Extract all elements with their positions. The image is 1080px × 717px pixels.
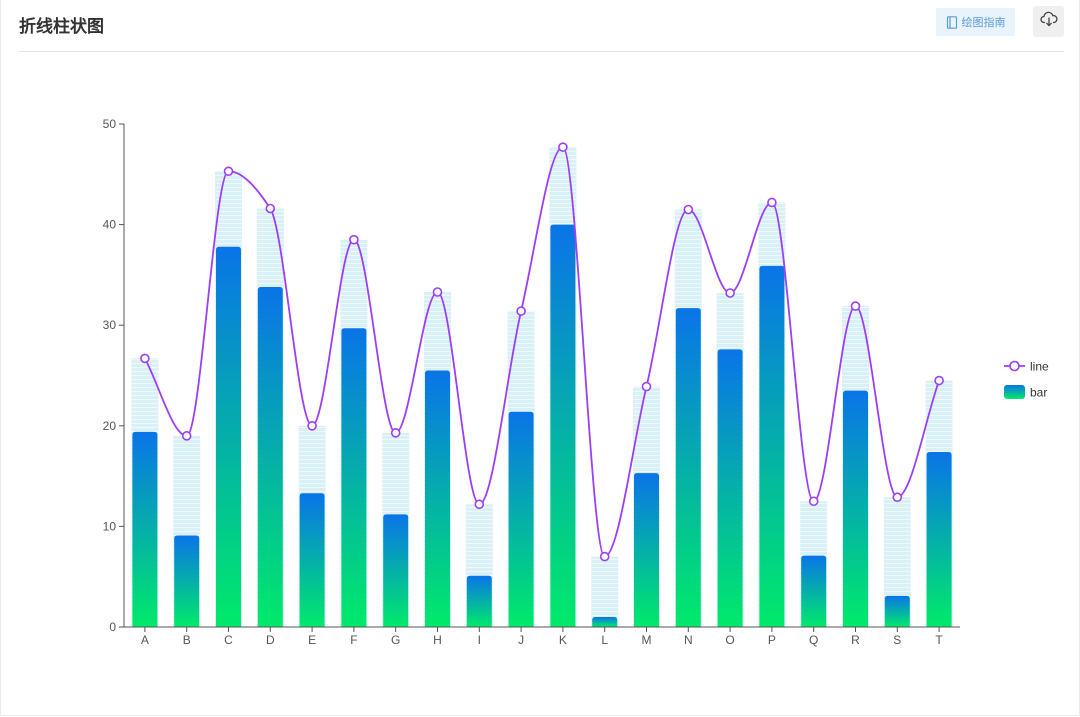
- y-tick-label: 0: [109, 620, 116, 634]
- bar[interactable]: [592, 616, 618, 627]
- bar[interactable]: [801, 555, 827, 627]
- line-point[interactable]: [641, 381, 652, 392]
- x-tick-label: B: [183, 633, 191, 647]
- page-title: 折线柱状图: [19, 17, 104, 36]
- drawing-guide-button[interactable]: 绘图指南: [936, 8, 1015, 36]
- bar[interactable]: [466, 575, 492, 627]
- bar[interactable]: [132, 431, 158, 627]
- bar[interactable]: [508, 411, 534, 627]
- line-point[interactable]: [892, 492, 903, 503]
- bar[interactable]: [425, 370, 450, 627]
- x-tick-label: R: [851, 633, 860, 647]
- bar[interactable]: [216, 246, 241, 627]
- x-tick-label: J: [518, 633, 524, 647]
- line-point[interactable]: [683, 204, 694, 215]
- panel-header: 折线柱状图 绘图指南: [19, 0, 1064, 52]
- x-tick-label: P: [768, 633, 776, 647]
- line-point[interactable]: [516, 306, 526, 316]
- x-tick-label: O: [725, 633, 734, 647]
- bar[interactable]: [383, 514, 409, 627]
- legend-bar-swatch[interactable]: [1004, 385, 1025, 399]
- x-tick-label: G: [391, 633, 400, 647]
- bar[interactable]: [675, 308, 701, 627]
- x-tick-label: F: [350, 633, 357, 647]
- line-point[interactable]: [265, 203, 276, 214]
- line-point[interactable]: [599, 551, 610, 562]
- line-series: [144, 146, 940, 558]
- x-tick-label: S: [893, 633, 901, 647]
- line-point[interactable]: [223, 166, 234, 177]
- x-tick-label: D: [266, 633, 275, 647]
- line-point[interactable]: [390, 428, 401, 438]
- x-tick-label: A: [141, 633, 149, 647]
- book-icon: [946, 15, 958, 29]
- bar[interactable]: [634, 473, 659, 627]
- bar[interactable]: [299, 493, 325, 627]
- y-tick-label: 30: [103, 318, 117, 332]
- line-point[interactable]: [558, 142, 568, 152]
- line-point[interactable]: [934, 375, 944, 386]
- x-tick-label: T: [935, 633, 943, 647]
- bar[interactable]: [717, 349, 743, 627]
- x-tick-label: N: [684, 633, 693, 647]
- cloud-download-icon: [1039, 11, 1058, 32]
- y-tick-label: 10: [103, 519, 117, 533]
- legend-line-marker: [1009, 360, 1020, 372]
- line-point[interactable]: [767, 197, 777, 208]
- bar[interactable]: [759, 265, 785, 627]
- x-tick-label: C: [224, 633, 233, 647]
- x-tick-label: E: [308, 633, 316, 647]
- line-point[interactable]: [474, 499, 485, 510]
- bar[interactable]: [550, 224, 576, 627]
- line-point[interactable]: [307, 420, 317, 431]
- y-tick-label: 20: [103, 419, 117, 433]
- background-bar: [591, 556, 619, 627]
- legend-label-line[interactable]: line: [1030, 360, 1049, 374]
- x-tick-label: H: [433, 633, 442, 647]
- line-point[interactable]: [432, 287, 443, 297]
- download-button[interactable]: [1033, 6, 1064, 37]
- x-tick-label: I: [478, 633, 481, 647]
- bar[interactable]: [174, 535, 200, 627]
- line-point[interactable]: [808, 496, 819, 507]
- x-tick-label: L: [601, 633, 608, 647]
- bar[interactable]: [257, 286, 283, 627]
- line-point[interactable]: [850, 301, 861, 311]
- line-point[interactable]: [349, 234, 359, 245]
- y-tick-label: 40: [103, 218, 117, 232]
- legend-label-bar[interactable]: bar: [1030, 386, 1047, 400]
- line-point[interactable]: [181, 431, 192, 441]
- x-tick-label: M: [642, 633, 652, 647]
- bar[interactable]: [926, 451, 952, 627]
- x-tick-label: Q: [809, 633, 818, 647]
- bar[interactable]: [341, 328, 367, 627]
- line-point[interactable]: [140, 353, 150, 364]
- y-tick-label: 50: [103, 117, 117, 131]
- x-tick-label: K: [559, 633, 567, 647]
- drawing-guide-label: 绘图指南: [961, 17, 1006, 29]
- line-point[interactable]: [725, 288, 735, 298]
- bar[interactable]: [884, 595, 910, 627]
- bar[interactable]: [843, 390, 868, 627]
